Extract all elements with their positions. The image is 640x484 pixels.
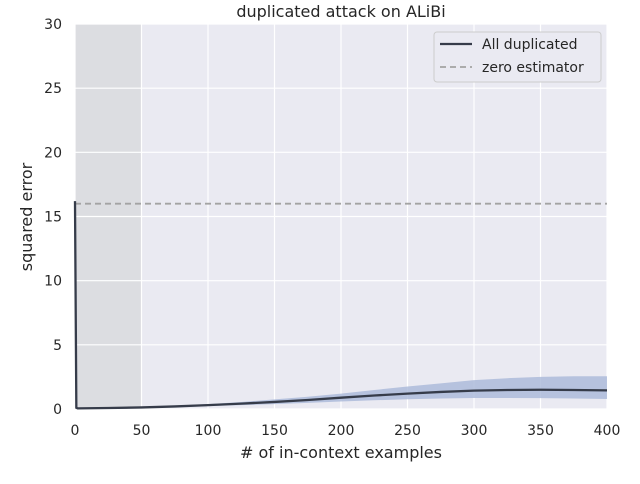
y-tick-label: 20: [44, 145, 62, 161]
y-tick-labels: 0 5 10 15 20 25 30: [44, 17, 62, 418]
x-tick-label: 150: [261, 423, 288, 439]
x-tick-label: 0: [71, 423, 80, 439]
chart-title: duplicated attack on ALiBi: [236, 2, 445, 21]
y-tick-label: 5: [53, 338, 62, 354]
x-tick-label: 300: [461, 423, 488, 439]
y-tick-label: 10: [44, 274, 62, 290]
x-axis-label: # of in-context examples: [240, 443, 442, 462]
series-line-all-duplicated: [73, 201, 608, 410]
x-tick-label: 100: [195, 423, 222, 439]
x-tick-label: 200: [328, 423, 355, 439]
x-tick-label: 350: [527, 423, 554, 439]
y-tick-label: 25: [44, 81, 62, 97]
legend-label-all-duplicated: All duplicated: [482, 37, 578, 53]
y-tick-label: 0: [53, 402, 62, 418]
legend: All duplicated zero estimator: [433, 31, 602, 83]
legend-label-zero-estimator: zero estimator: [482, 60, 584, 76]
y-axis-label: squared error: [17, 162, 36, 271]
legend-box: [433, 31, 602, 83]
x-tick-labels: 0 50 100 150 200 250 300 350 400: [71, 423, 621, 439]
x-tick-label: 250: [394, 423, 421, 439]
series-band-all-duplicated: [75, 201, 607, 409]
y-tick-label: 15: [44, 210, 62, 226]
y-tick-label: 30: [44, 17, 62, 33]
x-tick-label: 50: [133, 423, 151, 439]
x-tick-label: 400: [594, 423, 621, 439]
grid: [74, 23, 608, 410]
